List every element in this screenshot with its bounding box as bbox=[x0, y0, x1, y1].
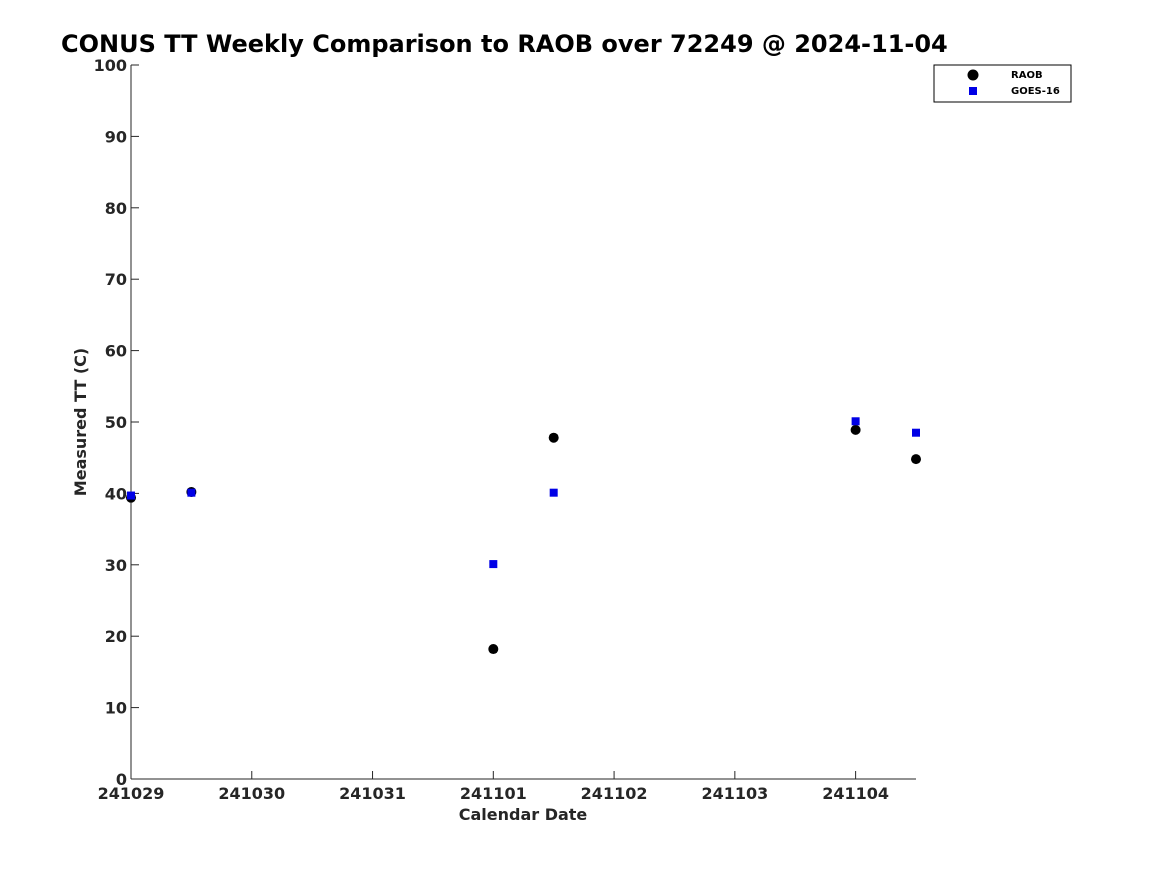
axes: 0 10 20 30 40 50 60 70 80 90 100 241029 241030 241031… bbox=[94, 56, 916, 803]
raob-point bbox=[911, 454, 921, 465]
chart-title: CONUS TT Weekly Comparison to RAOB over … bbox=[61, 30, 948, 58]
legend-raob-marker bbox=[967, 69, 979, 81]
x-tick-label: 241031 bbox=[339, 784, 406, 803]
y-tick-label: 60 bbox=[105, 342, 127, 361]
legend-box bbox=[933, 64, 1072, 103]
x-tick-label: 241029 bbox=[98, 784, 165, 803]
y-tick-label: 90 bbox=[105, 127, 127, 146]
y-tick-label: 100 bbox=[94, 56, 127, 75]
y-tick-label: 20 bbox=[105, 627, 127, 646]
legend-goes16-label: GOES-16 bbox=[1011, 86, 1060, 97]
y-tick-label: 0 bbox=[116, 770, 127, 789]
x-axis-label: Calendar Date bbox=[459, 805, 588, 824]
y-tick-label: 40 bbox=[105, 484, 127, 503]
goes16-point bbox=[549, 488, 558, 497]
y-tick-label: 10 bbox=[105, 699, 127, 718]
raob-point bbox=[850, 424, 861, 435]
goes16-point bbox=[187, 488, 196, 497]
y-tick-label: 80 bbox=[105, 199, 127, 218]
legend: RAOB GOES-16 bbox=[933, 64, 1072, 103]
raob-point bbox=[548, 432, 559, 443]
x-tick-label: 241101 bbox=[460, 784, 527, 803]
y-tick-label: 30 bbox=[105, 556, 127, 575]
goes16-point bbox=[489, 560, 498, 569]
y-tick-label: 70 bbox=[105, 270, 127, 289]
legend-raob-label: RAOB bbox=[1011, 70, 1043, 81]
goes16-point bbox=[127, 491, 135, 500]
legend-goes16-marker bbox=[969, 87, 977, 95]
goes16-point bbox=[912, 428, 920, 437]
x-tick-label: 241104 bbox=[822, 784, 889, 803]
x-tick-label: 241103 bbox=[701, 784, 768, 803]
goes16-point bbox=[851, 417, 860, 426]
y-axis-label: Measured TT (C) bbox=[71, 348, 90, 496]
x-tick-label: 241102 bbox=[581, 784, 648, 803]
y-tick-label: 50 bbox=[105, 413, 127, 432]
data-marks bbox=[126, 417, 921, 655]
x-tick-label: 241030 bbox=[218, 784, 285, 803]
raob-point bbox=[488, 644, 499, 655]
